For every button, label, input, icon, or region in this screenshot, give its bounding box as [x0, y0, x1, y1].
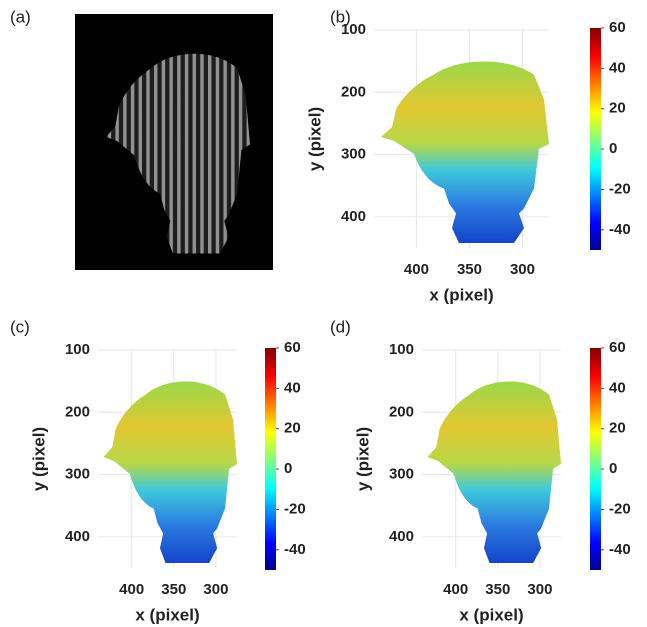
y-tick-label: 100 — [389, 341, 414, 358]
x-tick-label: 400 — [443, 581, 468, 598]
y-tick-label: 200 — [389, 403, 414, 420]
y-tick-label: 400 — [389, 528, 414, 545]
panel-label: (b) — [330, 7, 351, 26]
colorbar-tick-label: 40 — [609, 379, 626, 396]
y-tick-label: 200 — [65, 403, 90, 420]
colorbar-tick-label: -20 — [609, 180, 631, 197]
colorbar-tick-label: 20 — [609, 100, 626, 117]
colorbar-tick-label: -20 — [609, 500, 631, 517]
y-tick-label: 200 — [341, 83, 366, 100]
x-tick-label: 300 — [203, 581, 228, 598]
colorbar-tick-label: -20 — [284, 500, 306, 517]
x-tick-label: 300 — [510, 261, 535, 278]
y-tick-label: 300 — [65, 466, 90, 483]
y-tick-label: 300 — [389, 466, 414, 483]
colorbar — [265, 348, 276, 570]
x-tick-label: 350 — [485, 581, 510, 598]
colorbar-tick-label: 60 — [284, 339, 301, 356]
y-axis-label: y (pixel) — [29, 427, 48, 491]
colorbar-tick-label: 0 — [609, 140, 617, 157]
y-tick-label: 300 — [341, 146, 366, 163]
panel-label: (c) — [10, 317, 30, 336]
colorbar — [590, 348, 601, 570]
depth-surface — [427, 381, 561, 564]
depth-surface — [381, 61, 549, 244]
y-axis-label: y (pixel) — [305, 107, 324, 171]
colorbar-tick-label: 20 — [609, 420, 626, 437]
panel-label: (a) — [10, 7, 31, 26]
colorbar — [590, 28, 601, 250]
x-axis-label: x (pixel) — [429, 285, 493, 304]
x-tick-label: 350 — [457, 261, 482, 278]
colorbar-tick-label: 60 — [609, 339, 626, 356]
x-tick-label: 400 — [404, 261, 429, 278]
x-tick-label: 400 — [119, 581, 144, 598]
colorbar-tick-label: 0 — [609, 460, 617, 477]
x-tick-label: 350 — [161, 581, 186, 598]
y-tick-label: 100 — [65, 341, 90, 358]
colorbar-tick-label: -40 — [609, 221, 631, 238]
y-tick-label: 400 — [341, 208, 366, 225]
y-tick-label: 400 — [65, 528, 90, 545]
depth-surface — [103, 381, 237, 564]
y-tick-label: 100 — [341, 21, 366, 38]
colorbar-tick-label: -40 — [284, 541, 306, 558]
panel-label: (d) — [330, 317, 351, 336]
x-axis-label: x (pixel) — [459, 605, 523, 624]
colorbar-tick-label: 60 — [609, 19, 626, 36]
colorbar-tick-label: 20 — [284, 420, 301, 437]
x-axis-label: x (pixel) — [135, 605, 199, 624]
colorbar-tick-label: 40 — [609, 59, 626, 76]
y-axis-label: y (pixel) — [353, 427, 372, 491]
colorbar-tick-label: 40 — [284, 379, 301, 396]
photo-head — [106, 53, 251, 254]
colorbar-tick-label: 0 — [284, 460, 292, 477]
colorbar-tick-label: -40 — [609, 541, 631, 558]
x-tick-label: 300 — [527, 581, 552, 598]
